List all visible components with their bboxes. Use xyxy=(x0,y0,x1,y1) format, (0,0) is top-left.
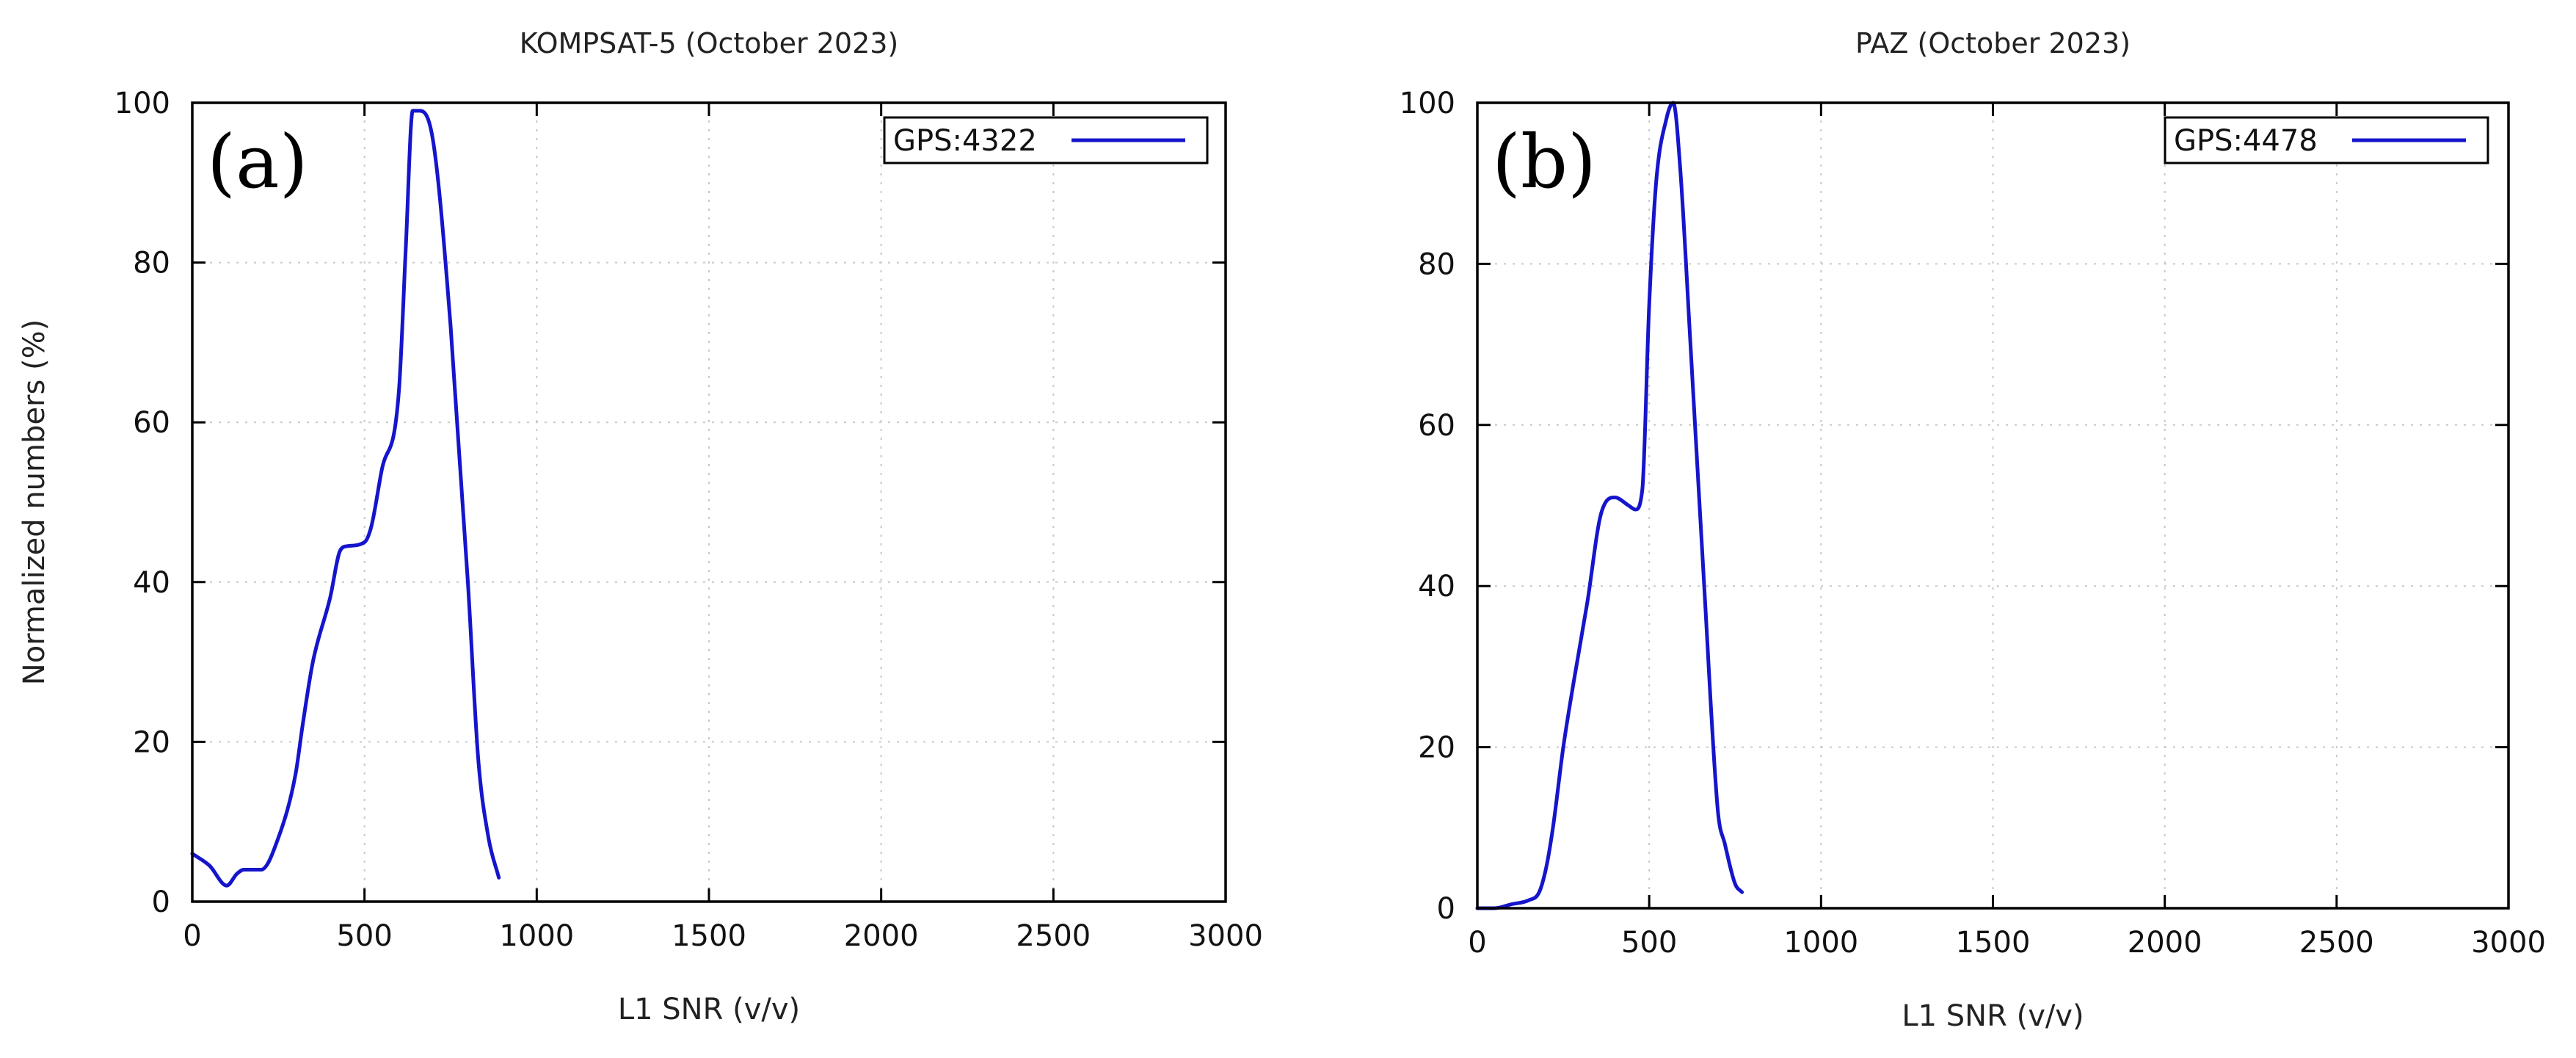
legend: GPS:4322 xyxy=(883,116,1209,164)
x-tick-label: 500 xyxy=(336,919,392,953)
plot-frame xyxy=(1476,101,2510,910)
y-tick-label: 20 xyxy=(1418,731,1455,765)
panel-label: (b) xyxy=(1492,119,1596,205)
y-tick-label: 100 xyxy=(114,87,170,120)
x-tick-label: 1000 xyxy=(1783,926,1858,960)
series-line-gps-4322 xyxy=(190,109,501,888)
y-tick-label: 0 xyxy=(1437,892,1455,926)
x-tick-label: 2500 xyxy=(2299,926,2374,960)
y-tick-label: 40 xyxy=(1418,570,1455,604)
chart-title: PAZ (October 2023) xyxy=(1855,27,2131,59)
x-tick-label: 0 xyxy=(183,919,201,953)
y-tick-label: 40 xyxy=(133,566,170,600)
plot-frame xyxy=(191,101,1227,903)
x-tick-label: 500 xyxy=(1621,926,1677,960)
x-tick-label: 2000 xyxy=(844,919,919,953)
legend: GPS:4478 xyxy=(2164,116,2489,164)
x-tick-label: 1500 xyxy=(1956,926,2031,960)
x-tick-label: 3000 xyxy=(1188,919,1263,953)
y-tick-label: 80 xyxy=(1418,247,1455,281)
y-tick-label: 60 xyxy=(133,406,170,440)
y-tick-label: 100 xyxy=(1400,87,1455,120)
legend-entry-label: GPS:4322 xyxy=(893,124,1037,158)
y-tick-label: 20 xyxy=(133,725,170,759)
x-tick-label: 0 xyxy=(1468,926,1486,960)
x-tick-label: 3000 xyxy=(2471,926,2546,960)
y-tick-label: 0 xyxy=(152,885,170,919)
x-tick-label: 2500 xyxy=(1016,919,1091,953)
x-tick-label: 1500 xyxy=(672,919,746,953)
x-tick-label: 2000 xyxy=(2128,926,2202,960)
chart-panel-a: 0 500 1000 1500 2000 2500 3000 0 20 40 60 80 100 GPS:… xyxy=(18,27,1263,1026)
tick-marks xyxy=(1476,101,2510,910)
grid-lines xyxy=(192,103,1226,902)
chart-title: KOMPSAT-5 (October 2023) xyxy=(520,27,899,59)
legend-entry-label: GPS:4478 xyxy=(2174,124,2318,158)
x-axis-label: L1 SNR (v/v) xyxy=(1902,999,2084,1033)
grid-lines xyxy=(1477,103,2508,908)
x-tick-label: 1000 xyxy=(499,919,574,953)
y-tick-label: 80 xyxy=(133,247,170,280)
y-axis-label: Normalized numbers (%) xyxy=(18,319,51,685)
chart-panel-b: 0 500 1000 1500 2000 2500 3000 0 20 40 60 80 100 GPS:… xyxy=(1400,27,2546,1033)
y-tick-label: 60 xyxy=(1418,409,1455,443)
panel-label: (a) xyxy=(207,119,308,205)
series-line-gps-4478 xyxy=(1475,101,1744,910)
x-axis-label: L1 SNR (v/v) xyxy=(618,993,800,1026)
